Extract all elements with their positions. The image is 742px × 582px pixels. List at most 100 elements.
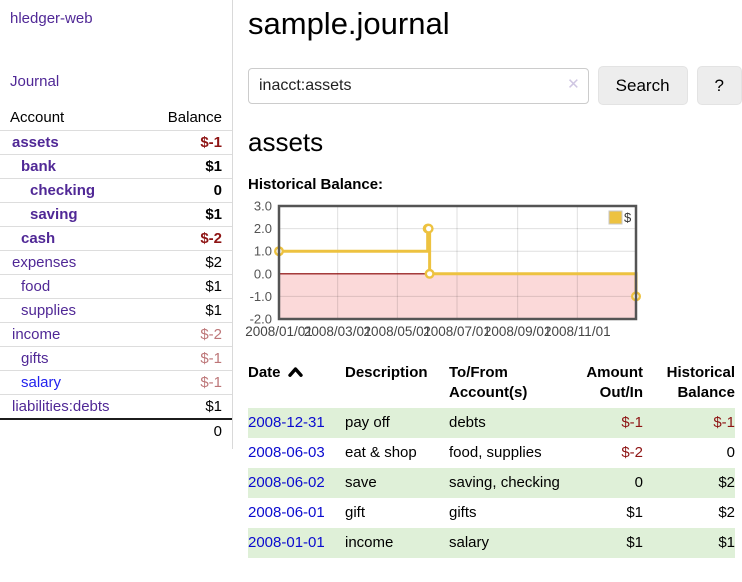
account-balance: $1 bbox=[146, 202, 232, 227]
column-header-date[interactable]: Date bbox=[248, 361, 345, 408]
column-header-description: Description bbox=[345, 364, 428, 381]
cell-accounts: food, supplies bbox=[449, 443, 542, 461]
app-brand-link[interactable]: hledger-web bbox=[10, 10, 93, 27]
register-table: Date Description To/From Account(s) Amou… bbox=[248, 361, 735, 558]
svg-text:-1.0: -1.0 bbox=[250, 289, 272, 304]
account-heading: assets bbox=[248, 127, 324, 157]
svg-text:-2.0: -2.0 bbox=[250, 312, 272, 327]
sidebar-item-journal[interactable]: Journal bbox=[10, 73, 60, 90]
cell-balance: $-1 bbox=[713, 413, 735, 431]
account-table-header-row: Account Balance bbox=[0, 106, 232, 131]
account-row: income $-2 bbox=[0, 322, 232, 347]
svg-text:0.0: 0.0 bbox=[254, 266, 272, 281]
svg-text:2008/11/01: 2008/11/01 bbox=[544, 324, 611, 339]
account-row: gifts $-1 bbox=[0, 346, 232, 371]
cell-amount: 0 bbox=[634, 473, 643, 491]
account-row: assets $-1 bbox=[0, 130, 232, 155]
svg-text:2.0: 2.0 bbox=[254, 221, 272, 236]
account-total-value: 0 bbox=[146, 418, 232, 443]
balance-column-header: Balance bbox=[167, 109, 222, 126]
cell-date: 2008-06-02 bbox=[248, 468, 345, 498]
sidebar-account-link[interactable]: checking bbox=[30, 182, 96, 199]
search-form: ✕ Search ? bbox=[248, 66, 742, 105]
cell-amount: $-2 bbox=[621, 443, 643, 461]
account-total-spacer bbox=[0, 418, 147, 443]
sidebar-account-link[interactable]: salary bbox=[21, 374, 62, 391]
search-button[interactable]: Search bbox=[597, 66, 688, 105]
sort-ascending-icon bbox=[287, 367, 303, 377]
sidebar-account-link[interactable]: assets bbox=[12, 134, 59, 151]
svg-text:2008/09/01: 2008/09/01 bbox=[484, 324, 552, 339]
register-table-body: 2008-12-31 pay off debts $-1 $-1 2008-06-03 ea… bbox=[248, 407, 735, 558]
account-balance: $-2 bbox=[146, 226, 232, 251]
cell-accounts: gifts bbox=[449, 503, 477, 521]
account-row: expenses $2 bbox=[0, 250, 232, 275]
account-row: bank $1 bbox=[0, 154, 232, 179]
cell-description: pay off bbox=[345, 413, 390, 431]
account-row: salary $-1 bbox=[0, 370, 232, 395]
table-row: 2008-01-01 income salary $1 $1 bbox=[248, 527, 735, 558]
cell-description: eat & shop bbox=[345, 443, 417, 461]
svg-text:2008/03/01: 2008/03/01 bbox=[304, 324, 372, 339]
help-button[interactable]: ? bbox=[696, 66, 742, 105]
clear-search-icon[interactable]: ✕ bbox=[567, 75, 580, 93]
svg-text:2008/01/01: 2008/01/01 bbox=[245, 324, 313, 339]
account-balance: $1 bbox=[146, 274, 232, 299]
account-balance: $-1 bbox=[146, 346, 232, 371]
account-balance: $2 bbox=[146, 250, 232, 275]
cell-amount: $1 bbox=[626, 503, 643, 521]
cell-amount: $-1 bbox=[621, 413, 643, 431]
sidebar-account-link[interactable]: gifts bbox=[21, 350, 49, 367]
transaction-date-link[interactable]: 2008-06-02 bbox=[248, 473, 325, 491]
account-balance: $-1 bbox=[146, 130, 232, 155]
table-row: 2008-06-03 eat & shop food, supplies $-2 0 bbox=[248, 438, 735, 468]
svg-text:1.0: 1.0 bbox=[254, 244, 272, 259]
cell-description: income bbox=[345, 533, 394, 551]
account-balance: $-1 bbox=[146, 370, 232, 395]
sidebar-account-link[interactable]: saving bbox=[30, 206, 78, 223]
cell-accounts: salary bbox=[449, 533, 490, 551]
cell-accounts: saving, checking bbox=[449, 473, 560, 491]
cell-date: 2008-12-31 bbox=[248, 408, 345, 438]
transaction-date-link[interactable]: 2008-01-01 bbox=[248, 533, 325, 551]
search-input[interactable] bbox=[248, 67, 589, 104]
sidebar-account-link[interactable]: bank bbox=[21, 158, 57, 175]
column-header-amount: Amount Out/In bbox=[586, 364, 643, 402]
sidebar-account-link[interactable]: income bbox=[12, 326, 61, 343]
cell-date: 2008-06-01 bbox=[248, 498, 345, 528]
svg-text:$: $ bbox=[624, 210, 632, 225]
svg-text:2008/05/01: 2008/05/01 bbox=[364, 324, 432, 339]
transaction-date-link[interactable]: 2008-12-31 bbox=[248, 413, 325, 431]
account-row: food $1 bbox=[0, 274, 232, 299]
account-balance: 0 bbox=[146, 178, 232, 203]
svg-text:2008/07/01: 2008/07/01 bbox=[423, 324, 491, 339]
transaction-date-link[interactable]: 2008-06-01 bbox=[248, 503, 325, 521]
table-row: 2008-12-31 pay off debts $-1 $-1 bbox=[248, 407, 735, 438]
account-column-header: Account bbox=[10, 109, 65, 126]
sidebar: hledger-web Journal Account Balance asse… bbox=[0, 0, 233, 449]
account-balance-table: Account Balance assets $-1 bank $1 checking 0… bbox=[0, 106, 232, 443]
account-balance: $1 bbox=[146, 154, 232, 179]
transaction-date-link[interactable]: 2008-06-03 bbox=[248, 443, 325, 461]
cell-balance: 0 bbox=[726, 443, 735, 461]
sidebar-account-link[interactable]: cash bbox=[21, 230, 56, 247]
sidebar-account-link[interactable]: food bbox=[21, 278, 51, 295]
sidebar-account-link[interactable]: liabilities:debts bbox=[12, 398, 110, 415]
cell-description: save bbox=[345, 473, 377, 491]
cell-balance: $2 bbox=[718, 473, 735, 491]
account-total-row: 0 bbox=[0, 418, 232, 443]
account-row: checking 0 bbox=[0, 178, 232, 203]
page: hledger-web Journal Account Balance asse… bbox=[0, 0, 742, 558]
account-row: liabilities:debts $1 bbox=[0, 394, 232, 419]
table-row: 2008-06-02 save saving, checking 0 $2 bbox=[248, 467, 735, 498]
register-header-row: Date Description To/From Account(s) Amou… bbox=[248, 361, 735, 408]
column-header-accounts: To/From Account(s) bbox=[449, 364, 528, 402]
search-input-wrap: ✕ bbox=[248, 67, 589, 104]
account-row: cash $-2 bbox=[0, 226, 232, 251]
account-balance: $1 bbox=[146, 298, 232, 323]
sidebar-account-link[interactable]: supplies bbox=[21, 302, 77, 319]
account-table-body: assets $-1 bank $1 checking 0 saving $1 cash $-2 e… bbox=[0, 130, 232, 419]
sidebar-account-link[interactable]: expenses bbox=[12, 254, 77, 271]
account-balance: $-2 bbox=[146, 322, 232, 347]
cell-date: 2008-06-03 bbox=[248, 438, 345, 468]
